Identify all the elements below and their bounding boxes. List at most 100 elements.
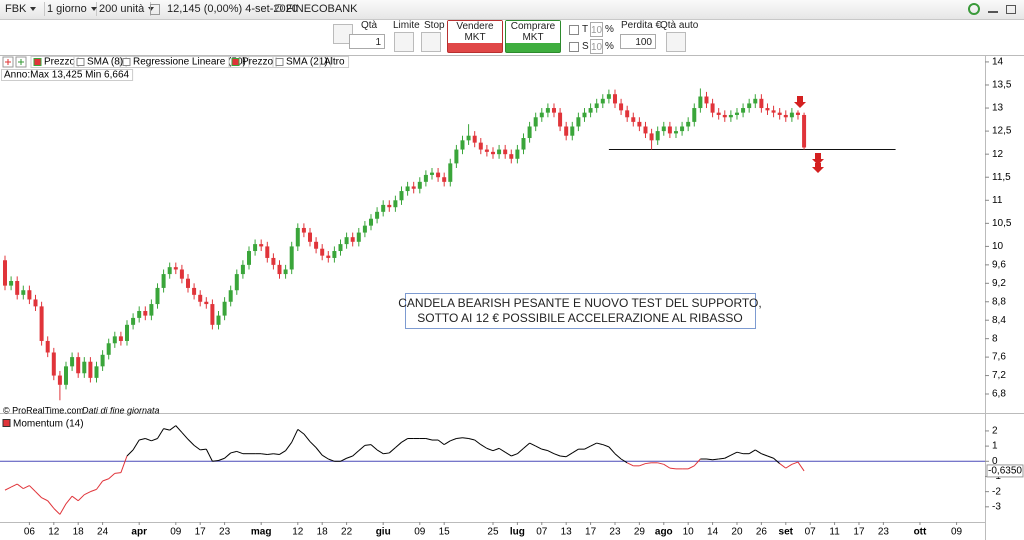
t-checkbox[interactable] <box>569 25 579 35</box>
momentum-segment <box>797 461 805 472</box>
minimize[interactable] <box>985 2 1001 16</box>
momentum-segment <box>639 463 646 467</box>
x-tick-label: 17 <box>853 527 865 538</box>
s-checkbox[interactable] <box>569 42 579 52</box>
data-note: Dati di fine giornata <box>82 405 160 415</box>
qty-input[interactable]: 1 <box>349 34 385 49</box>
momentum-segment <box>187 438 195 446</box>
candle-body <box>326 255 331 258</box>
candle-body <box>558 112 563 127</box>
window-icon[interactable] <box>964 2 982 16</box>
indicator-item[interactable] <box>119 56 250 68</box>
candle-body <box>338 244 343 252</box>
candle-body <box>161 274 166 288</box>
candle-body <box>387 204 392 208</box>
candle-body <box>100 354 105 367</box>
momentum-segment <box>779 463 787 469</box>
momentum-segment <box>748 449 756 455</box>
momentum-segment <box>730 451 738 456</box>
units-selector[interactable]: 200 unità <box>96 2 155 16</box>
momentum-segment <box>352 450 360 457</box>
year-range-box <box>1 69 134 81</box>
momentum-segment <box>755 449 762 455</box>
y-tick-label: 8,8 <box>992 296 1006 307</box>
momentum-segment <box>108 473 116 480</box>
candle-body <box>619 103 624 111</box>
s-percent: % <box>605 41 614 52</box>
period-selector[interactable]: 1 giorno <box>44 2 97 16</box>
x-tick-label: 12 <box>48 527 60 538</box>
candle-body <box>551 108 556 113</box>
candle-body <box>625 110 630 118</box>
candle-body <box>118 336 123 341</box>
limit-button[interactable] <box>394 32 414 52</box>
candle-body <box>478 142 483 150</box>
candle-body <box>33 299 38 307</box>
momentum-segment <box>761 453 768 457</box>
momentum-segment <box>200 448 207 451</box>
info-icon[interactable] <box>150 4 160 15</box>
candle-body <box>466 135 471 141</box>
candle-body <box>704 96 709 104</box>
buy-button[interactable]: Comprare MKT <box>505 20 561 53</box>
units: 200 unità <box>99 3 145 15</box>
period: 1 giorno <box>47 3 87 15</box>
x-tick-label: giu <box>376 527 391 538</box>
candle-body <box>741 108 746 113</box>
candle-body <box>716 112 721 115</box>
candle-body <box>246 251 251 265</box>
instrument: FINECOBANK <box>272 2 361 16</box>
y-tick-label: 7,2 <box>992 370 1006 381</box>
loss-input[interactable]: 100 <box>620 34 656 49</box>
momentum-segment <box>163 428 170 431</box>
momentum-segment <box>541 448 549 452</box>
candle-body <box>564 126 569 136</box>
auto-qty-button[interactable] <box>666 32 686 52</box>
candle-body <box>802 114 807 148</box>
y-tick-label: 10,5 <box>992 218 1012 229</box>
sell-button[interactable]: Vendere MKT <box>447 20 503 53</box>
maximize[interactable] <box>1003 2 1019 16</box>
candle-body <box>588 108 593 113</box>
momentum-segment <box>456 437 463 440</box>
candle-body <box>253 244 258 252</box>
indicator-name: SMA (8) <box>87 57 123 68</box>
symbol-selector[interactable]: FBK <box>2 2 45 16</box>
momentum-segment <box>41 497 48 502</box>
momentum-segment <box>785 463 793 469</box>
sell-label: Vendere MKT <box>448 21 502 43</box>
momentum-segment <box>584 445 591 450</box>
candle-body <box>332 251 337 258</box>
indicator-name: Prezzo <box>242 57 274 68</box>
momentum-segment <box>486 447 494 452</box>
candle-body <box>612 94 617 104</box>
candle-body <box>112 336 117 344</box>
momentum-segment <box>132 439 140 451</box>
momentum-segment <box>590 442 597 447</box>
momentum-segment <box>96 480 104 490</box>
s-input[interactable]: 10 <box>590 39 603 54</box>
year-range: Anno:Max 13,425 Min 6,664 <box>4 70 130 81</box>
momentum-segment <box>388 447 396 454</box>
indicator-icon <box>2 419 11 427</box>
indicator-item[interactable] <box>319 56 350 68</box>
candle-body <box>606 94 611 99</box>
candle-body <box>240 264 245 275</box>
x-tick-label: 06 <box>24 527 36 538</box>
candle-body <box>82 361 87 374</box>
x-tick-label: 11 <box>829 527 840 538</box>
x-tick-label: 25 <box>487 527 499 538</box>
x-tick-label: 17 <box>585 527 597 538</box>
momentum-segment <box>443 440 451 446</box>
candle-body <box>210 304 215 325</box>
candle-body <box>57 375 62 385</box>
t-input[interactable]: 10 <box>590 22 603 37</box>
momentum-segment <box>340 457 347 462</box>
momentum-segment <box>218 457 225 461</box>
indicator-item[interactable] <box>272 56 332 68</box>
x-tick-label: 07 <box>805 527 817 538</box>
candle-body <box>149 304 154 316</box>
stop-button[interactable] <box>421 32 441 52</box>
limit-label: Limite <box>393 20 420 31</box>
indicator-legend: Prezzo SMA (8) Regressione Lineare (50)Pre… <box>2 56 350 68</box>
